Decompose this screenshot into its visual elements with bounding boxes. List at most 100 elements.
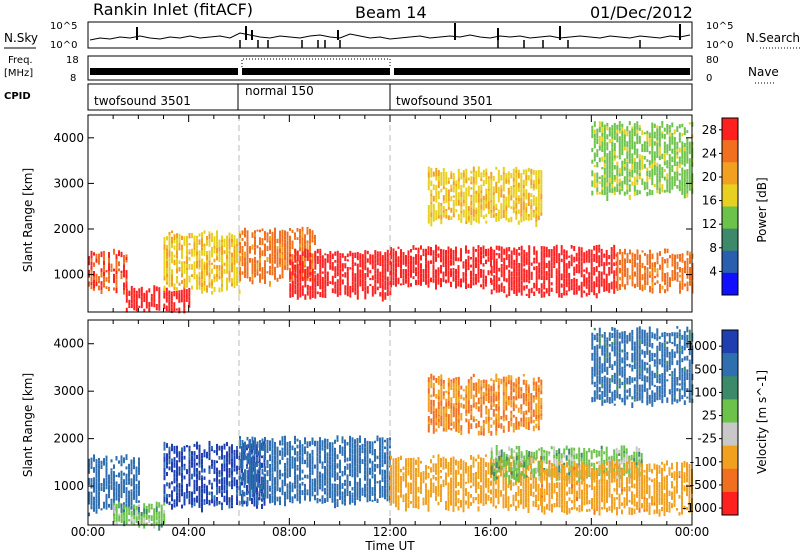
velocity-cell	[143, 523, 146, 529]
power-cell	[291, 275, 294, 279]
power-cell	[88, 256, 90, 261]
power-cell	[618, 157, 621, 160]
velocity-cell	[218, 479, 221, 484]
velocity-cell	[410, 469, 412, 473]
power-cell	[497, 213, 500, 219]
velocity-cell	[412, 494, 415, 499]
power-cell	[379, 271, 382, 278]
power-cell	[349, 288, 352, 295]
power-cell	[392, 248, 395, 252]
velocity-cell	[155, 522, 158, 526]
power-cell	[236, 249, 238, 254]
power-cell	[631, 252, 634, 258]
velocity-cell	[336, 472, 339, 475]
power-cell	[540, 202, 543, 208]
velocity-cell	[110, 459, 113, 463]
power-cell	[651, 267, 654, 273]
power-cell	[611, 171, 614, 176]
power-cell	[299, 260, 302, 267]
power-cell	[460, 197, 463, 203]
velocity-cell	[364, 443, 366, 448]
power-cell	[653, 131, 656, 135]
power-cell	[271, 271, 274, 276]
power-cell	[508, 254, 511, 259]
velocity-cell	[384, 494, 386, 500]
power-cell	[663, 169, 666, 172]
velocity-cell	[379, 463, 381, 469]
power-cell	[686, 258, 689, 261]
velocity-cell	[118, 472, 120, 478]
power-cell	[442, 255, 445, 262]
velocity-cell	[326, 459, 329, 464]
velocity-cell	[384, 484, 386, 489]
velocity-cell	[299, 500, 301, 504]
velocity-cell	[249, 447, 251, 452]
velocity-cell	[115, 484, 118, 488]
power-cell	[487, 201, 490, 205]
velocity-cell	[198, 475, 201, 481]
power-cell	[183, 282, 186, 289]
velocity-cell	[105, 499, 108, 502]
power-cell	[626, 252, 629, 257]
power-cell	[115, 279, 118, 286]
power-cell	[304, 271, 307, 277]
velocity-cell	[231, 497, 233, 501]
power-cell	[513, 247, 516, 253]
velocity-cell	[274, 455, 276, 460]
power-cell	[171, 243, 173, 249]
power-cell	[673, 157, 676, 164]
power-cell	[294, 257, 296, 260]
power-cell	[477, 213, 480, 216]
power-cell	[616, 286, 619, 291]
power-cell	[440, 269, 442, 274]
velocity-cell	[354, 454, 356, 459]
power-cell	[664, 251, 666, 254]
power-cell	[405, 269, 407, 274]
power-cell	[201, 282, 203, 288]
power-cell	[674, 254, 676, 259]
power-cell	[435, 167, 438, 173]
velocity-cell	[271, 472, 274, 479]
velocity-cell	[138, 457, 140, 461]
velocity-cell	[371, 499, 374, 502]
power-cell	[555, 268, 558, 271]
power-cell	[681, 186, 684, 191]
velocity-cell	[236, 488, 238, 494]
velocity-cell	[183, 445, 186, 452]
power-cell	[520, 182, 523, 188]
power-cell	[608, 164, 611, 170]
velocity-cell	[198, 497, 201, 504]
power-cell	[646, 141, 649, 145]
velocity-cell	[259, 466, 261, 470]
power-cell	[289, 286, 292, 293]
velocity-cell	[203, 488, 206, 494]
power-cell	[244, 233, 246, 238]
power-cell	[450, 255, 452, 260]
power-cell	[356, 275, 359, 278]
power-cell	[634, 259, 636, 263]
power-cell	[603, 182, 606, 186]
power-cell	[517, 172, 520, 179]
power-cell	[664, 282, 666, 285]
velocity-cell	[125, 512, 128, 515]
power-cell	[233, 264, 236, 271]
velocity-cell	[256, 492, 258, 495]
power-cell	[178, 282, 181, 286]
power-cell	[470, 270, 472, 277]
power-cell	[216, 244, 218, 249]
power-cell	[659, 267, 661, 270]
velocity-cell	[384, 452, 386, 455]
power-cell	[196, 263, 198, 269]
power-cell	[296, 237, 299, 240]
power-cell	[666, 281, 669, 288]
power-cell	[598, 247, 601, 251]
velocity-cell	[181, 472, 183, 479]
power-cell	[472, 257, 475, 264]
power-cell	[354, 280, 357, 283]
velocity-cell	[135, 510, 138, 517]
power-cell	[440, 188, 443, 193]
velocity-cell	[171, 497, 173, 502]
power-cell	[671, 122, 674, 128]
power-cell	[636, 161, 639, 166]
power-cell	[585, 277, 588, 284]
